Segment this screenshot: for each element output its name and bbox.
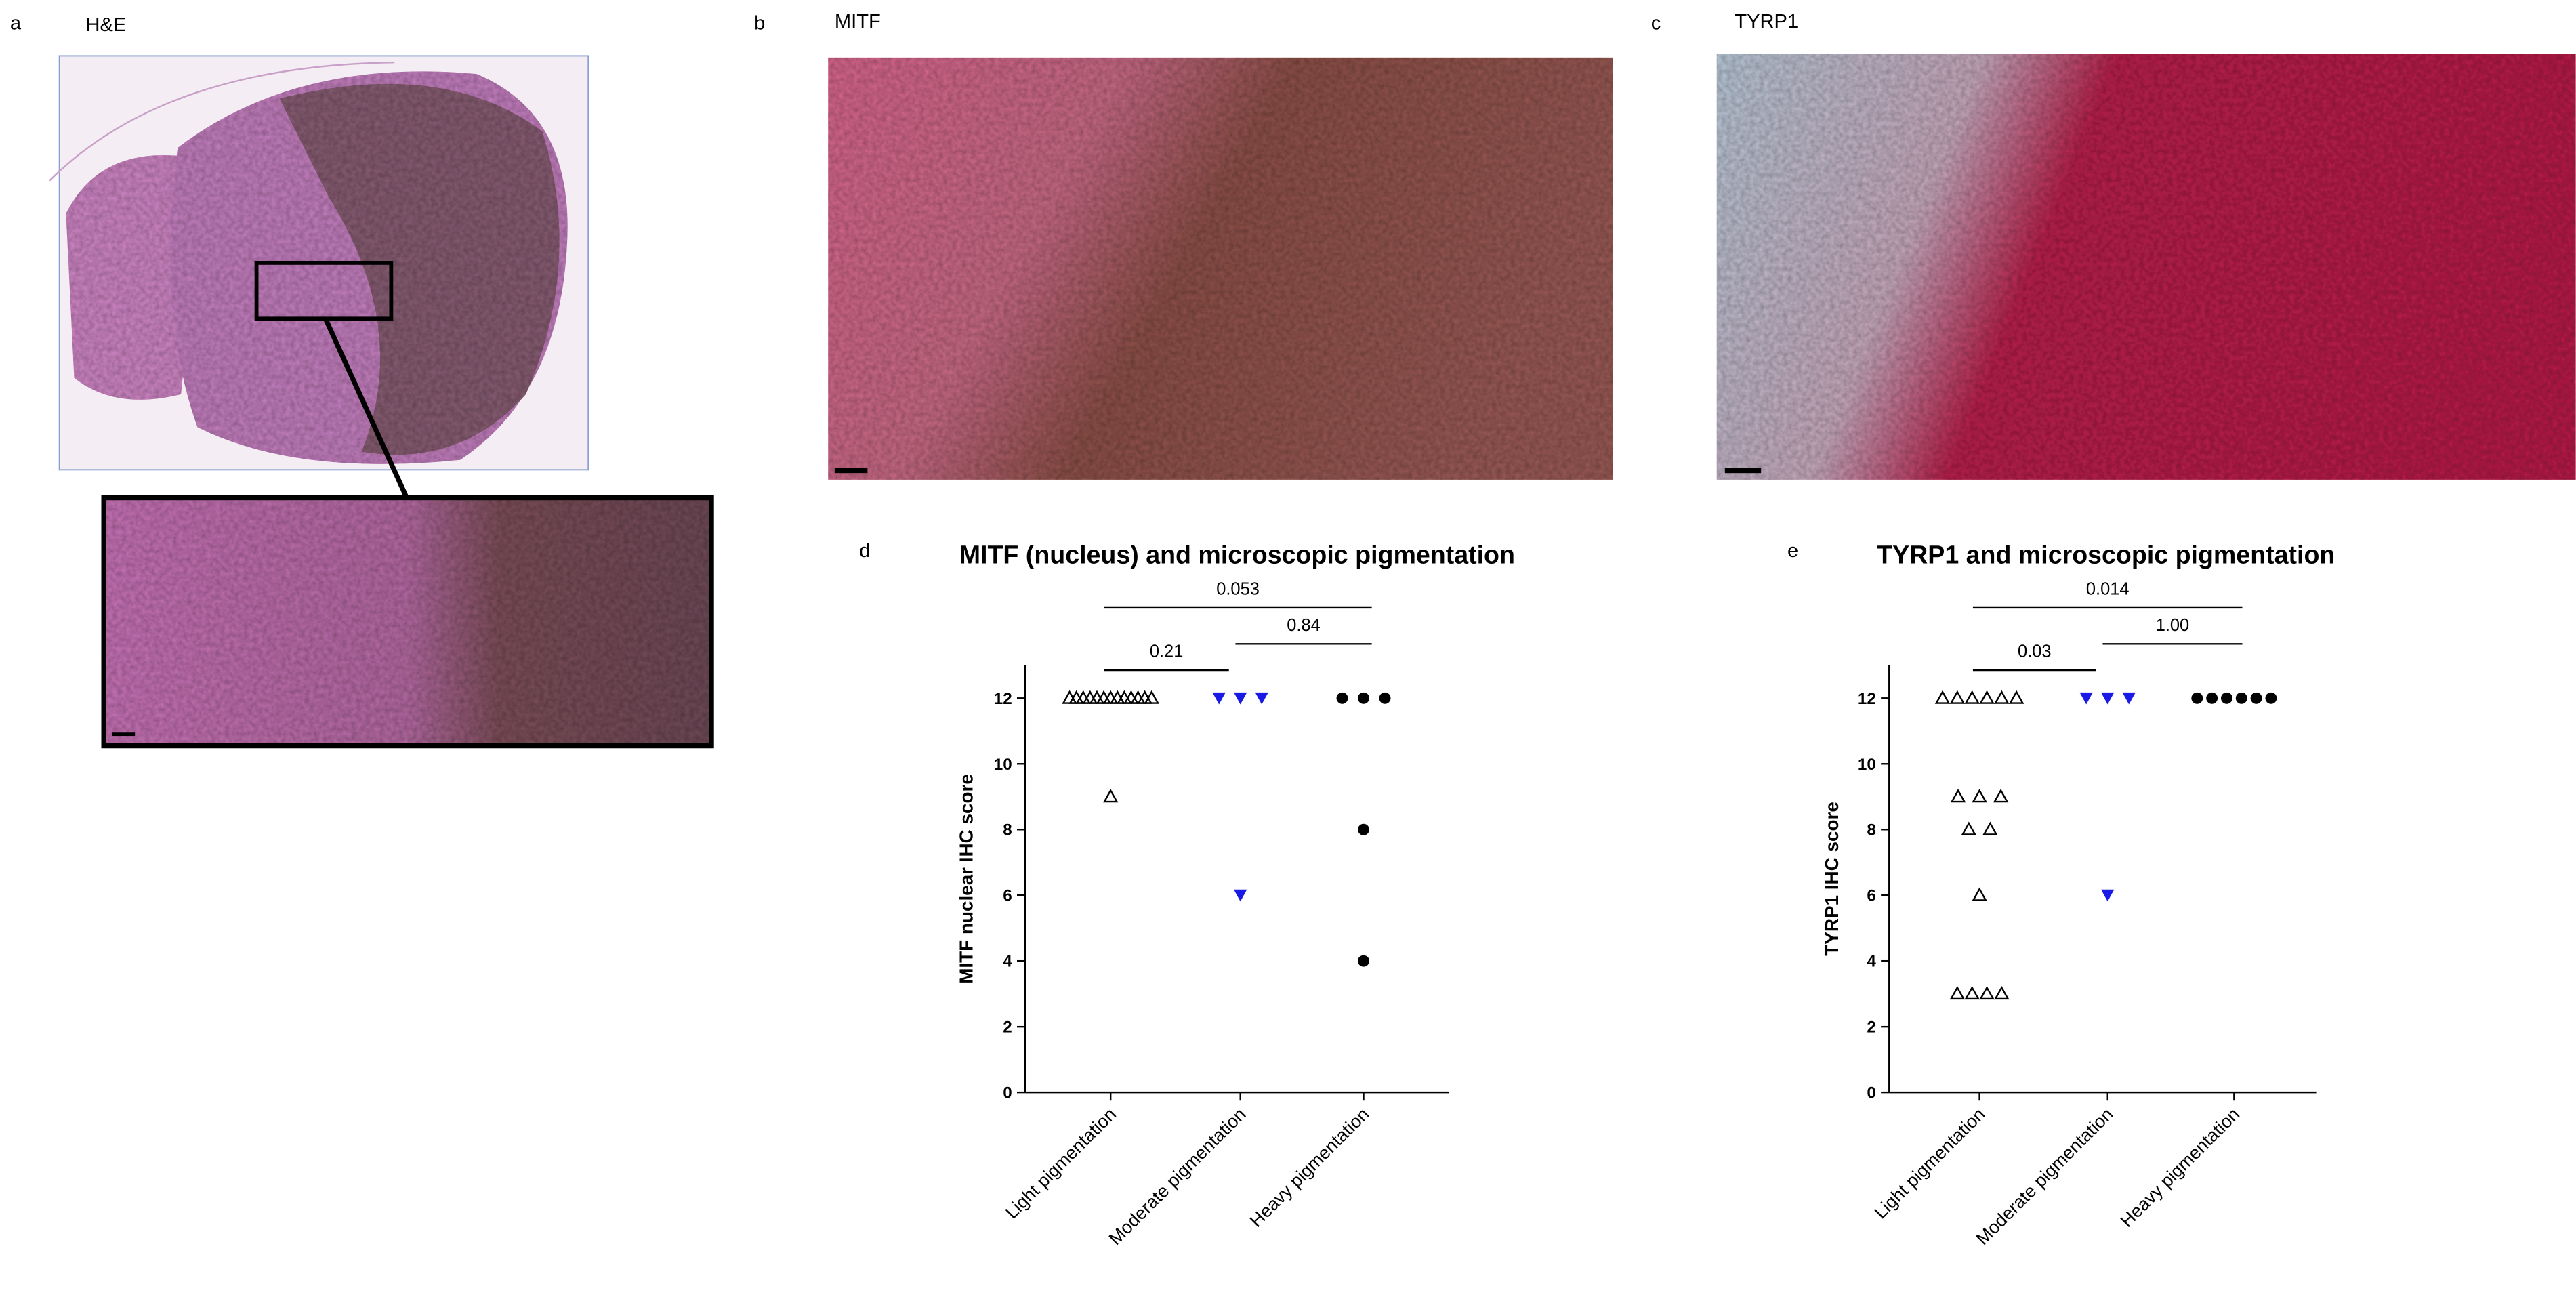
data-point [2235,692,2247,704]
y-tick-label: 10 [994,756,1012,774]
y-tick-label: 2 [1003,1018,1012,1037]
data-point [1994,985,2010,1000]
panel-letter: b [754,13,765,35]
x-tick-label: Light pigmentation [1870,1104,1989,1222]
data-point [1949,690,1966,704]
data-point [1934,690,1951,704]
p-value: 0.053 [1216,580,1260,599]
data-point [1964,690,1980,704]
panel-letter: c [1651,13,1661,35]
p-value: 0.03 [2018,642,2052,661]
data-point [1255,692,1268,705]
chart-title: MITF (nucleus) and microscopic pigmentat… [959,541,1515,569]
p-value: 1.00 [2156,616,2190,635]
data-point [2265,692,2277,704]
x-tick-label: Moderate pigmentation [1972,1104,2117,1249]
panel-caption: TYRP1 [1734,11,1798,33]
y-tick-label: 4 [1003,953,1012,971]
panel-letter: d [859,540,870,562]
data-point [1358,692,1369,704]
data-point [2079,692,2093,705]
data-point [1144,690,1160,704]
panel-caption: MITF [835,11,881,33]
he-inset-image [101,495,714,749]
data-point [2122,692,2136,705]
chart-title: TYRP1 and microscopic pigmentation [1877,541,2335,569]
data-point [1972,789,1987,803]
mitf-image [828,57,1613,480]
data-point [1972,887,1987,901]
data-point [2101,889,2115,902]
y-tick-label: 2 [1867,1018,1875,1037]
p-value: 0.21 [1150,642,1184,661]
x-tick-label: Light pigmentation [1001,1104,1120,1222]
y-axis-label: TYRP1 IHC score [1821,802,1842,956]
p-value: 0.014 [2086,580,2130,599]
panel-letter: e [1787,540,1798,562]
y-axis-label: MITF nuclear IHC score [956,774,977,984]
data-point [1979,985,1995,1000]
x-tick-label: Moderate pigmentation [1105,1104,1250,1249]
tyrp1-image [1716,54,2576,480]
data-point [1336,692,1348,704]
panel-caption: H&E [85,14,126,36]
data-point [2008,690,2024,704]
y-tick-label: 12 [994,690,1012,708]
y-tick-label: 6 [1003,887,1012,905]
data-point [1102,789,1119,803]
data-point [1358,823,1369,835]
data-point [1234,889,1247,902]
p-value: 0.84 [1287,616,1321,635]
data-point [1964,985,1980,1000]
y-tick-label: 12 [1858,690,1876,708]
data-point [1950,789,1966,803]
data-point [2250,692,2262,704]
data-point [2206,692,2218,704]
y-tick-label: 6 [1867,887,1875,905]
y-tick-label: 0 [1003,1084,1012,1102]
panel-letter: a [10,13,22,35]
data-point [1961,821,1977,835]
data-point [1949,985,1966,1000]
x-tick-label: Heavy pigmentation [2116,1104,2243,1231]
data-point [2101,692,2115,705]
data-point [1234,692,1247,705]
data-point [1379,692,1391,704]
data-point [2220,692,2232,704]
y-tick-label: 8 [1867,821,1875,840]
data-point [1982,821,1998,835]
data-point [2191,692,2203,704]
he-image [49,55,589,497]
y-tick-label: 10 [1858,756,1876,774]
y-tick-label: 0 [1867,1084,1875,1102]
y-tick-label: 8 [1003,821,1012,840]
data-point [1358,955,1369,967]
data-point [1212,692,1226,705]
y-tick-label: 4 [1867,953,1876,971]
data-point [1993,789,2009,803]
x-tick-label: Heavy pigmentation [1246,1104,1373,1231]
data-point [1979,690,1995,704]
data-point [1994,690,2010,704]
